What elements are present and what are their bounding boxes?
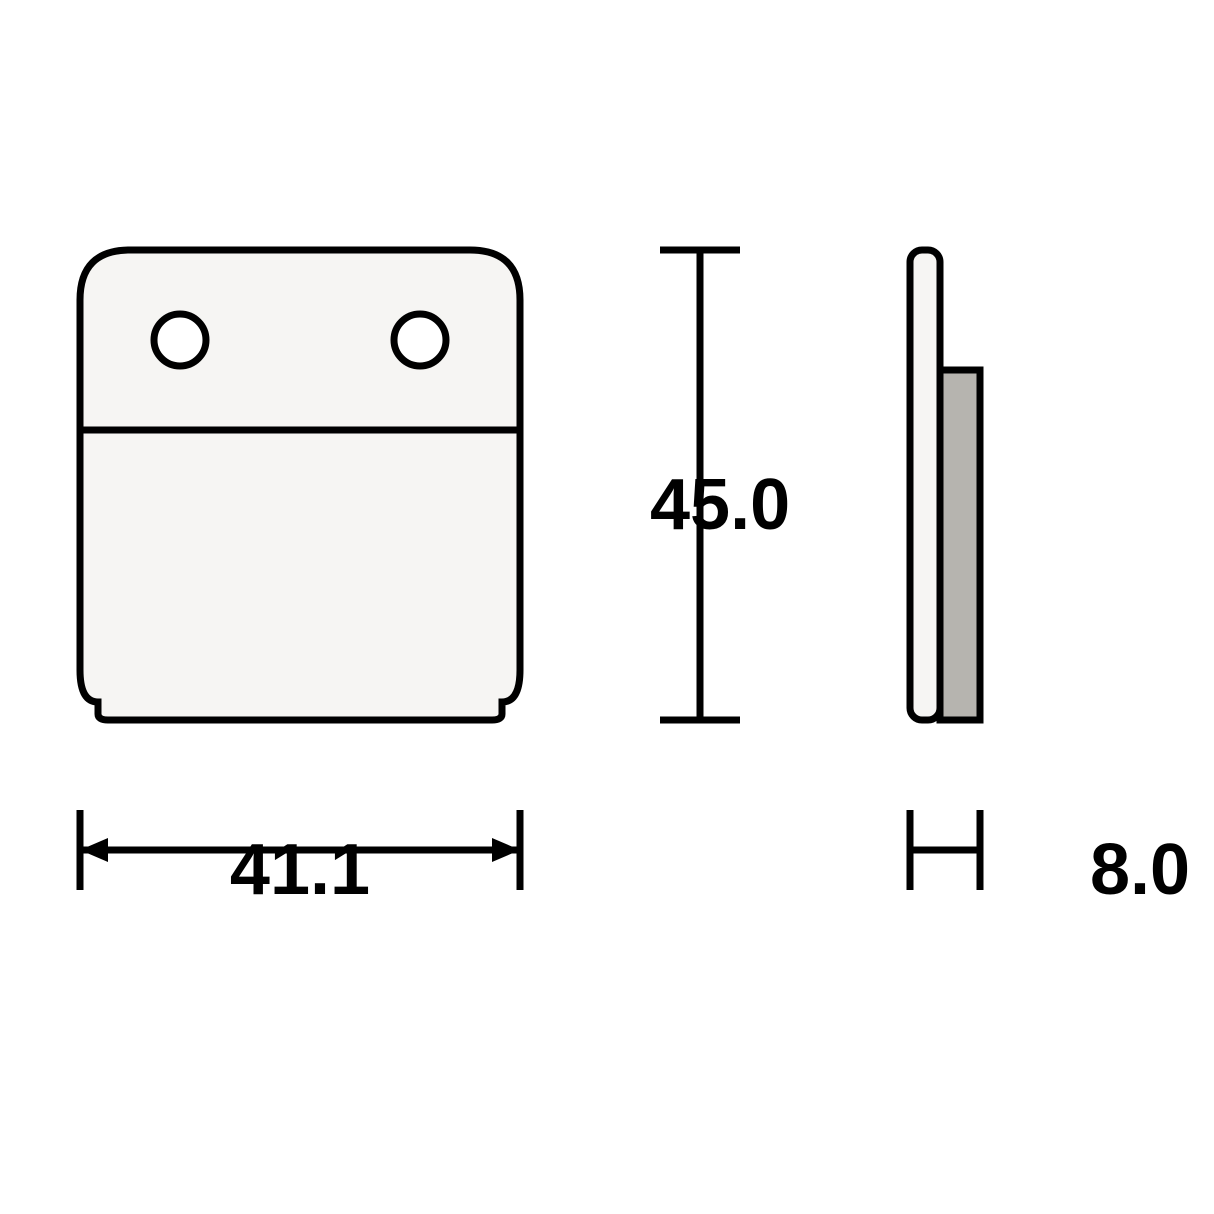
- pad-outline: [80, 250, 520, 720]
- dimension-width: 41.1: [80, 810, 520, 910]
- friction-material-side: [940, 370, 980, 720]
- dimension-height: 45.0: [650, 250, 790, 720]
- front-view: [80, 250, 520, 720]
- brake-pad-dimension-drawing: 45.0 41.1 8.0: [0, 0, 1214, 1214]
- mounting-hole-right: [394, 314, 446, 366]
- dimension-height-label: 45.0: [650, 465, 790, 545]
- arrowhead-right: [492, 838, 520, 862]
- dimension-thickness: 8.0: [910, 810, 1190, 910]
- arrowhead-left: [80, 838, 108, 862]
- mounting-hole-left: [154, 314, 206, 366]
- dimension-width-label: 41.1: [230, 830, 370, 910]
- dimension-thickness-label: 8.0: [1090, 830, 1190, 910]
- backing-plate-side: [910, 250, 940, 720]
- side-view: [910, 250, 980, 720]
